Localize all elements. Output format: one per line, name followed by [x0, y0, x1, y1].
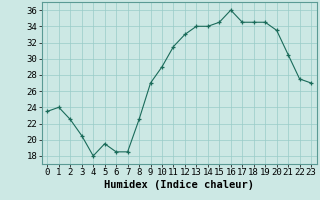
X-axis label: Humidex (Indice chaleur): Humidex (Indice chaleur): [104, 180, 254, 190]
